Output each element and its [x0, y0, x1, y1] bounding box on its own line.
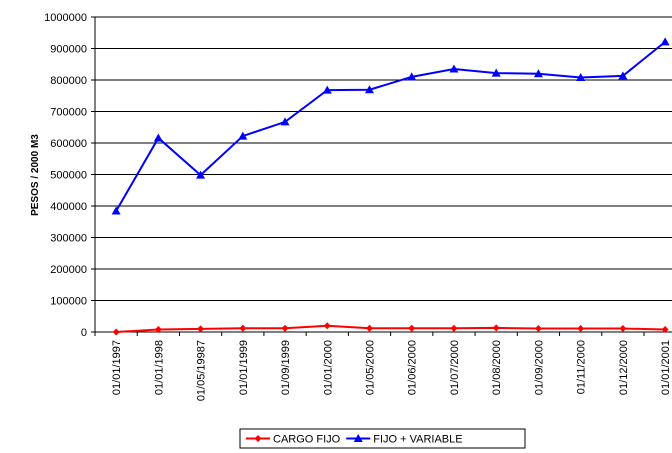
triangle-marker [660, 37, 670, 46]
y-tick-label: 400000 [50, 201, 87, 213]
x-tick-label: 01/11/2000 [576, 340, 588, 394]
x-tick-label: 01/01/1997 [111, 340, 123, 395]
diamond-marker [112, 328, 120, 336]
triangle-marker [322, 85, 332, 94]
diamond-marker [323, 322, 331, 330]
y-tick-label: 900000 [50, 44, 87, 56]
triangle-marker [364, 85, 374, 94]
diamond-marker [281, 324, 289, 332]
triangle-marker [491, 68, 501, 77]
diamond-marker [492, 324, 500, 332]
triangle-marker [111, 206, 121, 215]
series-line [115, 41, 666, 212]
diamond-marker [661, 325, 669, 333]
y-tick-label: 1000000 [44, 12, 87, 24]
y-tick-label: 600000 [50, 138, 87, 150]
triangle-marker [449, 64, 459, 73]
diamond-marker [577, 325, 585, 333]
x-tick-label: 01/05/2000 [364, 340, 376, 395]
triangle-marker [238, 131, 248, 140]
diamond-marker [408, 324, 416, 332]
x-tick-label: 01/09/2000 [533, 340, 545, 395]
diamond-marker [154, 325, 162, 333]
triangle-marker [153, 133, 163, 142]
y-tick-label: 200000 [50, 264, 87, 276]
diamond-marker [619, 325, 627, 333]
triangle-marker [196, 170, 206, 179]
x-tick-label: 01/07/2000 [449, 340, 461, 395]
x-tick-label: 01/09/1999 [280, 340, 292, 395]
diamond-marker [239, 324, 247, 332]
triangle-marker [353, 434, 363, 442]
triangle-marker [280, 117, 290, 126]
diamond-marker [365, 324, 373, 332]
diamond-marker [450, 324, 458, 332]
y-tick-label: 300000 [50, 233, 87, 245]
series-line [116, 324, 666, 333]
y-tick-label: 0 [81, 327, 87, 339]
legend-label: FIJO + VARIABLE [373, 434, 462, 446]
diamond-marker [534, 325, 542, 333]
diamond-marker [254, 435, 262, 442]
triangle-marker [533, 69, 543, 78]
diamond-marker [197, 325, 205, 333]
triangle-marker [407, 72, 417, 81]
y-tick-label: 500000 [50, 170, 87, 182]
y-tick-label: 100000 [50, 296, 87, 308]
legend-box [239, 428, 526, 449]
triangle-marker [618, 71, 628, 80]
legend-label: CARGO FIJO [273, 434, 341, 446]
triangle-marker [576, 72, 586, 81]
x-tick-label: 01/01/2001 [660, 340, 672, 395]
y-axis-title: PESOS / 2000 M3 [30, 134, 41, 216]
y-tick-label: 700000 [50, 107, 87, 119]
legend: CARGO FIJO FIJO + VARIABLE [239, 428, 526, 449]
x-tick-label: 01/01/1998 [153, 340, 165, 395]
x-tick-label: 01/01/1999 [238, 340, 250, 395]
x-tick-label: 01/01/2000 [322, 340, 334, 395]
x-tick-label: 01/08/2000 [491, 340, 503, 395]
y-tick-label: 800000 [50, 75, 87, 87]
x-tick-label: 01/06/2000 [407, 340, 419, 395]
x-tick-label: 01/05/19987 [196, 340, 208, 401]
x-tick-label: 01/12/2000 [618, 340, 630, 395]
